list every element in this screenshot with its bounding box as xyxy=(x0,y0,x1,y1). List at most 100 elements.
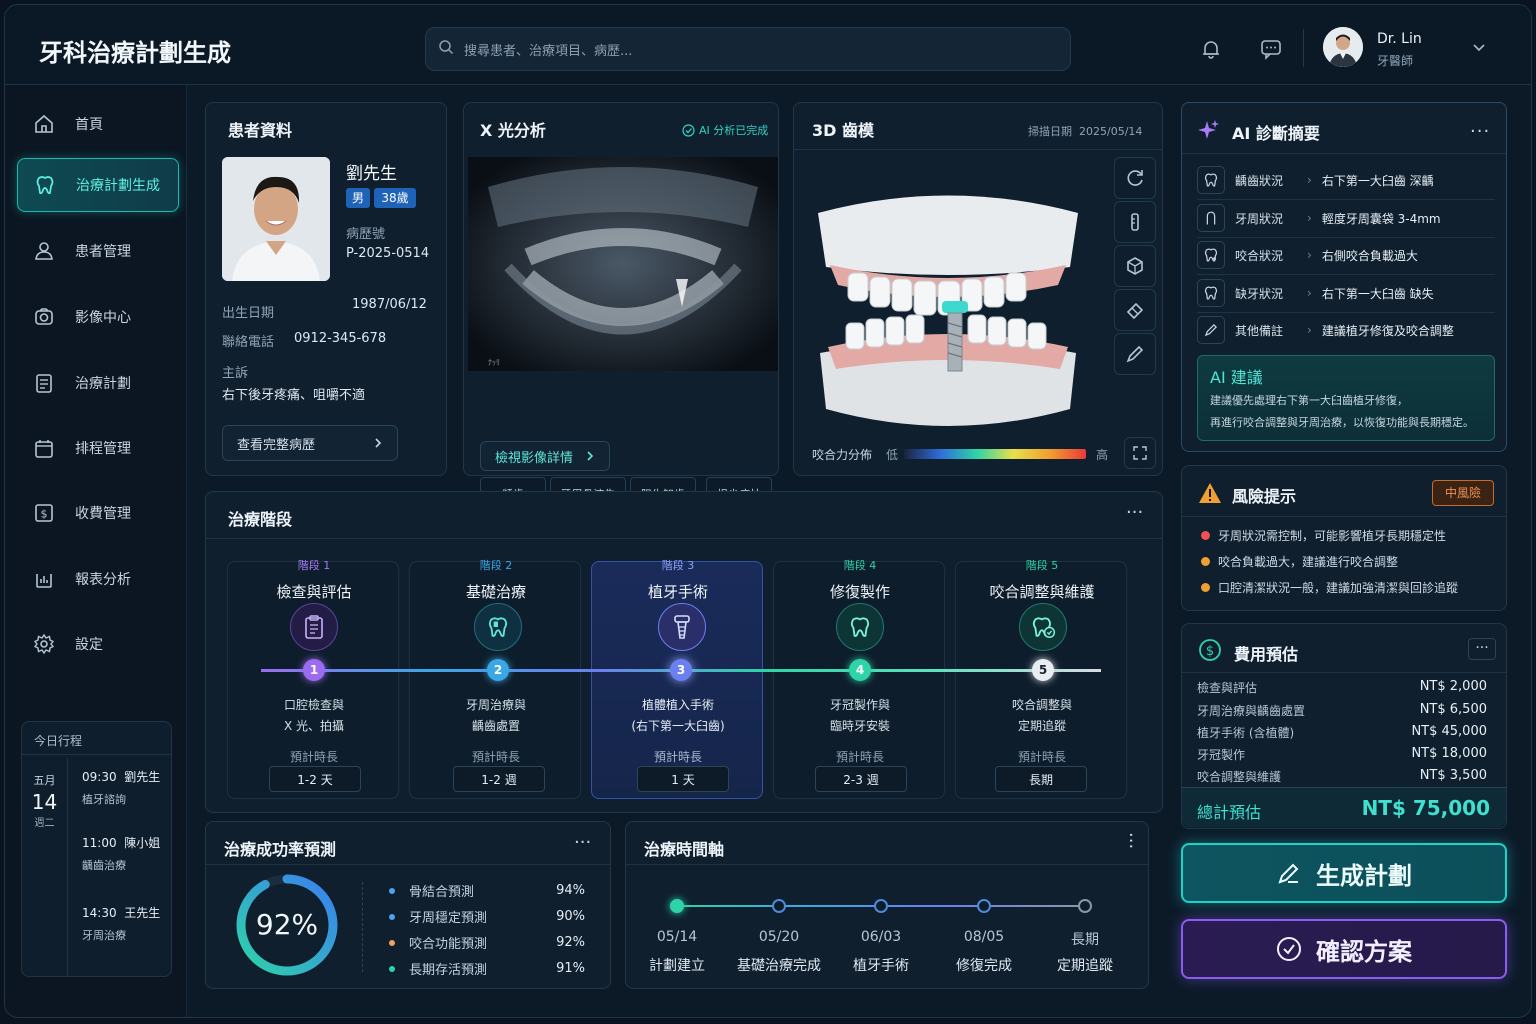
user-role: 牙醫師 xyxy=(1377,54,1414,68)
sidebar-item-label: 排程管理 xyxy=(75,441,131,457)
fullscreen-icon[interactable] xyxy=(1124,437,1156,469)
clipboard-icon xyxy=(290,603,338,651)
timeline-node[interactable] xyxy=(977,899,991,913)
sidebar-item-imaging[interactable]: 影像中心 xyxy=(17,290,179,344)
bell-icon[interactable] xyxy=(1199,37,1223,61)
chevron-right-icon xyxy=(375,438,382,448)
fee-title: 費用預估 xyxy=(1234,645,1299,664)
timeline-node[interactable] xyxy=(874,899,888,913)
gear-icon xyxy=(33,633,55,655)
timeline-node[interactable] xyxy=(772,899,786,913)
sidebar-item-billing[interactable]: $ 收費管理 xyxy=(17,486,179,540)
check-circle-icon xyxy=(682,123,695,137)
fee-row: 牙周治療與齲齒處置 NT$ 6,500 xyxy=(1197,702,1487,718)
tooth-check-icon xyxy=(1019,603,1067,651)
chevron-down-icon[interactable] xyxy=(1471,39,1487,59)
xray-panel-title: X 光分析 xyxy=(480,121,546,140)
xray-image[interactable]: ﾅｯﾘ xyxy=(468,157,778,371)
app-window: 牙科治療計劃生成 搜尋患者、治療項目、病歷... Dr. Lin 牙醫師 首頁 xyxy=(4,4,1532,1018)
sidebar-item-treatment-plan-generation[interactable]: 治療計劃生成 xyxy=(17,158,179,212)
schedule-event[interactable]: 09:30 劉先生 植牙諮詢 xyxy=(82,770,161,806)
risk-item: 口腔清潔狀況一般，建議加強清潔與回診追蹤 xyxy=(1201,579,1458,596)
sidebar-item-label: 首頁 xyxy=(75,117,103,133)
sidebar-item-label: 影像中心 xyxy=(75,310,131,326)
generate-plan-button[interactable]: 生成計劃 xyxy=(1181,843,1507,903)
avatar[interactable] xyxy=(1323,27,1363,67)
prediction-row: 長期存活預測 91% xyxy=(389,959,585,978)
timeline-label: 修復完成 xyxy=(956,958,1012,974)
patient-panel: 患者資料 劉先生 男 38歲 病歷號 P-2025-0514 出生日期 1987… xyxy=(205,102,447,476)
dob-value: 1987/06/12 xyxy=(352,297,427,312)
bite-low-label: 低 xyxy=(886,448,899,462)
timeline-label: 計劃建立 xyxy=(649,958,705,974)
stage-duration-label: 預計時長 xyxy=(835,750,884,764)
view-history-button[interactable]: 查看完整病歷 xyxy=(222,425,398,461)
more-icon[interactable]: ··· xyxy=(574,832,592,853)
sidebar-item-label: 設定 xyxy=(75,637,103,653)
sidebar: 首頁 治療計劃生成 患者管理 影像中心 治療計劃 排程管理 $ 收費管理 報表分 xyxy=(5,85,187,1017)
tooth-icon xyxy=(36,176,54,195)
stage-duration-label: 預計時長 xyxy=(289,750,338,764)
confirm-plan-button[interactable]: 確認方案 xyxy=(1181,919,1507,979)
timeline-label: 定期追蹤 xyxy=(1057,958,1113,974)
dental-3d-model[interactable] xyxy=(808,183,1088,433)
message-icon[interactable] xyxy=(1259,37,1283,61)
dob-label: 出生日期 xyxy=(222,306,275,321)
sidebar-item-label: 報表分析 xyxy=(75,572,131,588)
today-schedule: 今日行程 五月 14 週二 09:30 劉先生 植牙諮詢 11:00 陳小姐 齲… xyxy=(21,721,172,977)
sidebar-item-patients[interactable]: 患者管理 xyxy=(17,224,179,278)
dollar-icon: $ xyxy=(35,504,53,522)
fee-row: 植牙手術 (含植體) NT$ 45,000 xyxy=(1197,724,1487,740)
home-icon xyxy=(35,114,53,133)
success-title: 治療成功率預測 xyxy=(224,840,337,859)
tooth-bite-icon xyxy=(1197,241,1225,269)
more-vertical-icon[interactable]: ··· xyxy=(1120,832,1141,850)
more-icon[interactable]: ··· xyxy=(1126,502,1144,523)
view-image-detail-button[interactable]: 檢視影像詳情 xyxy=(480,441,610,471)
stage-duration: 1 天 xyxy=(637,766,729,792)
sidebar-item-schedule[interactable]: 排程管理 xyxy=(17,421,179,475)
more-icon[interactable]: ··· xyxy=(1468,638,1496,660)
ai-suggestion-line1: 建議優先處理右下第一大臼齒植牙修復， xyxy=(1210,394,1408,407)
bite-force-gradient xyxy=(904,449,1086,459)
record-label: 病歷號 xyxy=(346,227,386,242)
diagnosis-row: 其他備註 › 建議植牙修復及咬合調整 xyxy=(1197,311,1499,349)
camera-icon xyxy=(35,308,53,325)
sidebar-item-label: 治療計劃生成 xyxy=(76,178,160,194)
measure-icon[interactable] xyxy=(1114,201,1156,243)
svg-text:$: $ xyxy=(41,508,48,521)
sidebar-item-plans[interactable]: 治療計劃 xyxy=(17,356,179,410)
schedule-event[interactable]: 11:00 陳小姐 齲齒治療 xyxy=(82,836,161,872)
scan-date: 掃描日期 2025/05/14 xyxy=(1028,125,1143,138)
more-icon[interactable]: ··· xyxy=(1470,121,1491,142)
sidebar-item-reports[interactable]: 報表分析 xyxy=(17,552,179,606)
stage-card[interactable] xyxy=(591,561,763,799)
sidebar-item-settings[interactable]: 設定 xyxy=(17,617,179,671)
stage-desc: 口腔檢查與 X 光、拍攝 xyxy=(283,698,345,733)
risk-title: 風險提示 xyxy=(1232,487,1297,506)
risk-item: 咬合負載過大，建議進行咬合調整 xyxy=(1201,553,1398,570)
search-input[interactable]: 搜尋患者、治療項目、病歷... xyxy=(425,27,1071,71)
success-prediction-panel: 治療成功率預測 ··· 92% xyxy=(205,821,611,989)
success-ring xyxy=(236,874,338,976)
timeline-label: 基礎治療完成 xyxy=(737,958,821,974)
ai-summary-title: AI 診斷摘要 xyxy=(1232,124,1320,143)
schedule-event[interactable]: 14:30 王先生 牙周治療 xyxy=(82,906,161,942)
fee-row: 檢查與評估 NT$ 2,000 xyxy=(1197,679,1487,695)
svg-text:ﾅｯﾘ: ﾅｯﾘ xyxy=(488,358,500,367)
complaint-label: 主訴 xyxy=(222,366,249,381)
rotate-icon[interactable] xyxy=(1114,157,1156,199)
stage-duration-label: 預計時長 xyxy=(1017,750,1066,764)
eraser-icon[interactable] xyxy=(1114,289,1156,331)
model-3d-panel: 3D 齒模 掃描日期 2025/05/14 xyxy=(793,102,1163,476)
stage-duration: 1-2 天 xyxy=(269,766,361,792)
timeline-node[interactable] xyxy=(1078,899,1092,913)
cube-icon[interactable] xyxy=(1114,245,1156,287)
timeline-node[interactable] xyxy=(670,899,684,913)
fee-row: 牙冠製作 NT$ 18,000 xyxy=(1197,746,1487,762)
pen-icon[interactable] xyxy=(1114,333,1156,375)
prediction-divider xyxy=(362,882,363,972)
schedule-day: 14 xyxy=(31,790,58,814)
ai-suggestion-box: AI 建議 建議優先處理右下第一大臼齒植牙修復， 再進行咬合調整與牙周治療，以恢… xyxy=(1197,355,1495,441)
sidebar-item-home[interactable]: 首頁 xyxy=(17,97,179,151)
